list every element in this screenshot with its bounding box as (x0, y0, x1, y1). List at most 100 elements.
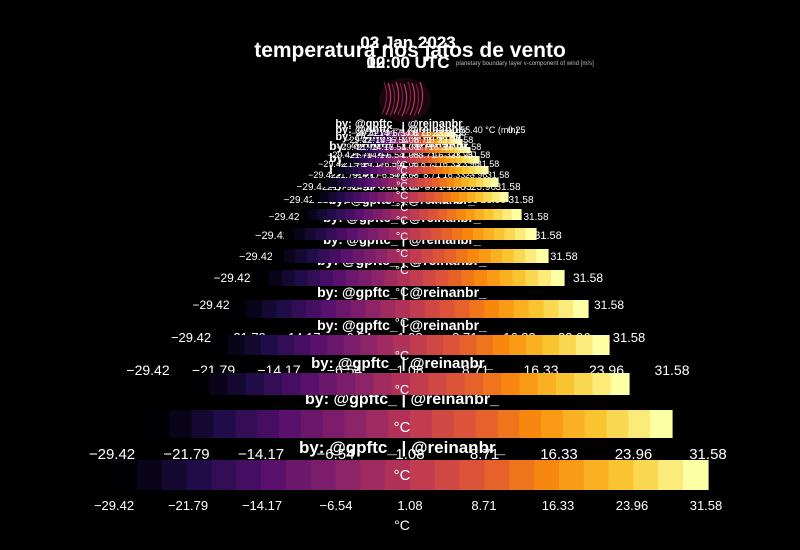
colorbar-14-cell-22 (453, 139, 459, 144)
colorbar-5-cell-12 (410, 270, 424, 286)
colorbar-1-cell-21 (606, 410, 629, 438)
colorbar-10-cell-11 (402, 178, 411, 187)
colorbar-15-tick-label-2: −14.17 (374, 128, 402, 138)
colorbar-11-cell-23 (481, 166, 489, 174)
colorbar-7-cell-16 (452, 228, 464, 240)
colorbar-14-cell-12 (410, 139, 415, 144)
colorbar-13-cell-23 (465, 147, 471, 153)
colorbar-5-tick-label-0: −29.42 (239, 251, 273, 263)
colorbar-14-cell-1 (362, 139, 368, 144)
colorbar-12-cell-7 (381, 156, 388, 163)
colorbar-11-cell-16 (436, 166, 444, 174)
colorbar-12-cell-6 (375, 156, 382, 163)
colorbar-10-cell-13 (417, 178, 426, 187)
colorbar-15-cell-23 (451, 132, 456, 137)
map-wind-streak-8 (413, 83, 420, 117)
colorbar-3-cell-22 (575, 335, 594, 355)
colorbar-main-unit: °C (394, 517, 410, 533)
colorbar-14-cell-20 (444, 139, 450, 144)
colorbar-13-cell-8 (390, 147, 396, 153)
colorbar-0-cell-6 (261, 460, 287, 490)
colorbar-15-cell-9 (398, 132, 404, 137)
colorbar-1-tick-label-8: 31.58 (654, 362, 689, 378)
colorbar-14-cell-0 (358, 139, 363, 144)
colorbar-9-tick-label-8: 31.58 (495, 182, 520, 193)
colorbar-10-tick-label-0: −29.42 (308, 170, 336, 180)
colorbar-10-cell-19 (461, 178, 470, 187)
colorbar-15-tick-label-3: −6.54 (387, 128, 410, 138)
colorbar-10-cell-3 (344, 178, 352, 187)
colorbar-10-cell-23 (490, 178, 499, 187)
colorbar-14-cell-4 (375, 139, 381, 144)
colorbar-0-cell-23 (683, 460, 709, 490)
colorbar-11-tick-label-4: 1.08 (401, 159, 419, 169)
colorbar-6-cell-18 (479, 249, 492, 263)
colorbar-8-cell-11 (400, 209, 411, 220)
colorbar-1-cell-1 (169, 410, 193, 438)
colorbar-1-cell-11 (388, 410, 411, 438)
colorbar-15-cell-21 (443, 132, 449, 137)
colorbar-12-cell-18 (444, 156, 451, 163)
colorbar-13-cell-2 (360, 147, 366, 153)
colorbar-0-cell-16 (509, 460, 535, 490)
colorbar-3-cell-17 (492, 335, 511, 355)
colorbar-3-cell-6 (310, 335, 328, 355)
colorbar-14-cell-6 (384, 139, 389, 144)
colorbar-11-tick-label-3: −6.54 (379, 159, 402, 169)
colorbar-9-cell-9 (385, 192, 395, 202)
colorbar-main-tick-label-7: 23.96 (616, 498, 649, 513)
colorbar-1-cell-0 (148, 410, 171, 438)
colorbar-4-tick-label-0: −29.42 (213, 271, 250, 285)
colorbar-14-tick-label-2: −14.17 (370, 135, 398, 145)
colorbar-9-cell-4 (344, 192, 354, 202)
colorbar-8-cell-19 (474, 209, 485, 220)
colorbar-12-tick-label-5: 8.71 (419, 150, 437, 160)
colorbar-10-cell-21 (476, 178, 484, 187)
colorbar-4-cell-10 (380, 300, 396, 318)
colorbar-unit-2: °C (395, 382, 410, 397)
colorbar-0-cell-14 (459, 460, 486, 490)
colorbar-14-tick-label-4: 1.08 (401, 135, 419, 145)
colorbar-7-cell-9 (378, 228, 390, 240)
colorbar-7-cell-8 (368, 228, 380, 240)
colorbar-unit-9: °C (396, 215, 408, 227)
colorbar-14-cell-23 (457, 139, 463, 144)
colorbar-3-cell-19 (526, 335, 544, 355)
colorbar-12-cell-2 (352, 156, 359, 163)
colorbar-0-cell-10 (360, 460, 386, 490)
colorbar-1-cell-13 (431, 410, 455, 438)
chart-title: temperatura nos jatos de vento (254, 39, 566, 62)
colorbar-3-cell-9 (360, 335, 378, 355)
colorbar-12-cell-23 (473, 156, 480, 163)
colorbar-5-cell-1 (268, 270, 283, 286)
colorbar-2-cell-17 (501, 373, 521, 395)
colorbar-10-cell-10 (395, 178, 404, 187)
colorbar-11-cell-10 (397, 166, 405, 174)
colorbar-7-tick-label-8: 31.58 (523, 212, 548, 223)
colorbar-12-tick-label-8: 31.58 (468, 150, 491, 160)
colorbar-1-cell-4 (235, 410, 258, 438)
colorbar-0-cell-8 (310, 460, 337, 490)
colorbar-2-cell-9 (355, 373, 375, 395)
time-label-alt: 12:00 UTC (366, 53, 449, 72)
colorbar-unit-1: °C (394, 419, 411, 436)
colorbar-9-tick-label-5: 8.71 (425, 182, 445, 193)
colorbar-11-cell-20 (462, 166, 470, 174)
colorbar-8-cell-2 (317, 209, 328, 220)
colorbar-3-cell-2 (244, 335, 262, 355)
colorbar-6-tick-label-8: 31.58 (534, 230, 562, 242)
map-wind-streak-7 (409, 82, 416, 116)
colorbar-11-cell-13 (416, 166, 424, 174)
colorbar-11-cell-6 (371, 166, 379, 174)
colorbar-5-cell-2 (281, 270, 296, 286)
colorbar-12-cell-8 (387, 156, 394, 163)
colorbar-14-cell-11 (405, 139, 411, 144)
colorbar-10-cell-15 (432, 178, 440, 187)
colorbar-3-cell-8 (343, 335, 361, 355)
colorbar-14-tick-label-6: 16.33 (425, 135, 448, 145)
colorbar-15-tick-label-7: 23.96 (433, 128, 456, 138)
colorbar-15-cell-16 (425, 132, 430, 137)
colorbar-15-cell-22 (447, 132, 452, 137)
colorbar-2-cell-3 (245, 373, 265, 395)
